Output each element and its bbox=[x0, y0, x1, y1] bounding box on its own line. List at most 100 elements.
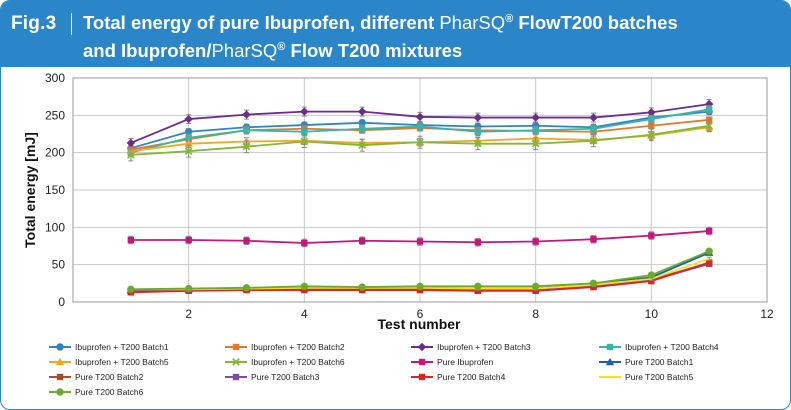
figure-header: Fig.3 Total energy of pure Ibuprofen, di… bbox=[1, 1, 790, 67]
data-point bbox=[647, 130, 656, 139]
data-point bbox=[415, 112, 425, 122]
legend-label: Ibuprofen + T200 Batch4 bbox=[625, 342, 719, 352]
data-point bbox=[301, 128, 308, 135]
figure-title-line2: and Ibuprofen/PharSQ® Flow T200 mixtures bbox=[83, 40, 462, 62]
series-7 bbox=[127, 226, 713, 248]
data-point bbox=[590, 236, 597, 243]
legend-label: Pure T200 Batch5 bbox=[625, 372, 694, 382]
data-point bbox=[301, 239, 308, 247]
data-point bbox=[56, 343, 64, 351]
data-point bbox=[243, 127, 250, 134]
data-point bbox=[184, 114, 193, 124]
legend-label: Pure T200 Batch4 bbox=[437, 372, 506, 382]
x-tick-label: 8 bbox=[532, 307, 539, 321]
chart-series bbox=[126, 99, 714, 296]
data-point bbox=[126, 138, 136, 148]
y-tick-label: 0 bbox=[58, 295, 65, 309]
legend-item: Pure T200 Batch6 bbox=[49, 385, 143, 399]
legend-item: Pure T200 Batch1 bbox=[599, 355, 693, 369]
legend-item: Ibuprofen + T200 Batch4 bbox=[599, 340, 719, 354]
legend-swatch bbox=[411, 373, 433, 381]
data-point bbox=[705, 121, 714, 130]
legend-item: Pure T200 Batch5 bbox=[599, 370, 693, 384]
title-line2-part-c: Flow T200 mixtures bbox=[285, 40, 463, 61]
data-point bbox=[589, 279, 598, 288]
data-point bbox=[300, 282, 309, 291]
data-point bbox=[416, 123, 424, 130]
data-point bbox=[648, 232, 655, 239]
data-point bbox=[474, 128, 482, 135]
legend-swatch bbox=[49, 373, 71, 381]
data-point bbox=[232, 358, 240, 366]
legend-swatch bbox=[599, 343, 621, 351]
data-point bbox=[418, 358, 426, 366]
data-point bbox=[590, 283, 597, 291]
data-point bbox=[647, 271, 656, 279]
data-point bbox=[417, 342, 427, 352]
legend-swatch bbox=[225, 343, 247, 351]
data-point bbox=[474, 282, 482, 291]
data-point bbox=[418, 373, 426, 381]
data-point bbox=[300, 137, 309, 146]
legend-swatch bbox=[411, 342, 433, 352]
plot-frame bbox=[72, 77, 768, 303]
legend-label: Ibuprofen + T200 Batch5 bbox=[75, 357, 169, 367]
data-point bbox=[474, 239, 482, 246]
x-tick-label: 2 bbox=[185, 307, 192, 321]
y-axis-label: Total energy [mJ] bbox=[22, 132, 38, 248]
data-point bbox=[531, 113, 540, 122]
legend-label: Ibuprofen + T200 Batch2 bbox=[251, 342, 345, 352]
legend-swatch bbox=[599, 376, 621, 378]
legend-swatch bbox=[49, 357, 71, 366]
data-point bbox=[185, 236, 192, 244]
figure-title-line1: Total energy of pure Ibuprofen, differen… bbox=[83, 12, 678, 34]
data-point bbox=[416, 286, 424, 294]
title-line1-part-a: Total energy of pure Ibuprofen, differen… bbox=[83, 12, 440, 33]
data-point bbox=[358, 237, 366, 244]
series-11 bbox=[127, 259, 713, 296]
data-point bbox=[300, 107, 309, 116]
data-point bbox=[301, 286, 308, 294]
data-point bbox=[532, 238, 539, 245]
title-line2-reg: ® bbox=[277, 40, 286, 53]
line-chart: 0 50 100 150 200 250 300 2 4 6 8 10 12 Test number T… bbox=[22, 71, 774, 332]
data-point bbox=[648, 277, 655, 285]
legend-swatch bbox=[225, 358, 247, 366]
y-tick-label: 200 bbox=[45, 146, 65, 160]
data-point bbox=[705, 247, 713, 255]
data-point bbox=[358, 125, 366, 132]
series-6 bbox=[126, 119, 714, 162]
legend-swatch bbox=[49, 343, 71, 351]
data-point bbox=[605, 357, 615, 366]
data-point bbox=[56, 388, 64, 396]
data-point bbox=[416, 238, 424, 245]
y-tick-label: 100 bbox=[45, 220, 65, 234]
data-point bbox=[648, 122, 655, 129]
data-point bbox=[589, 113, 598, 122]
data-point bbox=[416, 282, 424, 291]
title-line1-reg: ® bbox=[505, 12, 514, 25]
data-point bbox=[705, 259, 713, 266]
title-line1-brand: PharSQ bbox=[439, 12, 506, 33]
y-tick-label: 300 bbox=[45, 71, 65, 85]
title-line2-brand: PharSQ bbox=[211, 40, 278, 61]
legend-item: Ibuprofen + T200 Batch3 bbox=[411, 340, 531, 354]
legend-label: Ibuprofen + T200 Batch3 bbox=[437, 342, 531, 352]
data-point bbox=[474, 287, 482, 294]
legend-label: Ibuprofen + T200 Batch6 bbox=[251, 357, 345, 367]
header-separator bbox=[71, 13, 72, 35]
legend-swatch bbox=[599, 357, 621, 366]
data-point bbox=[357, 107, 367, 116]
data-point bbox=[705, 106, 713, 113]
figure-label: Fig.3 bbox=[11, 13, 57, 34]
legend-label: Ibuprofen + T200 Batch1 bbox=[75, 342, 169, 352]
legend-label: Pure Ibuprofen bbox=[437, 357, 494, 367]
data-point bbox=[416, 138, 424, 147]
y-tick-label: 250 bbox=[45, 108, 65, 122]
legend-item: Pure Ibuprofen bbox=[411, 355, 493, 369]
data-point bbox=[232, 343, 240, 351]
data-point bbox=[358, 141, 367, 150]
data-point bbox=[232, 373, 240, 381]
chart-legend: Ibuprofen + T200 Batch1 Ibuprofen + T200 … bbox=[49, 340, 769, 400]
